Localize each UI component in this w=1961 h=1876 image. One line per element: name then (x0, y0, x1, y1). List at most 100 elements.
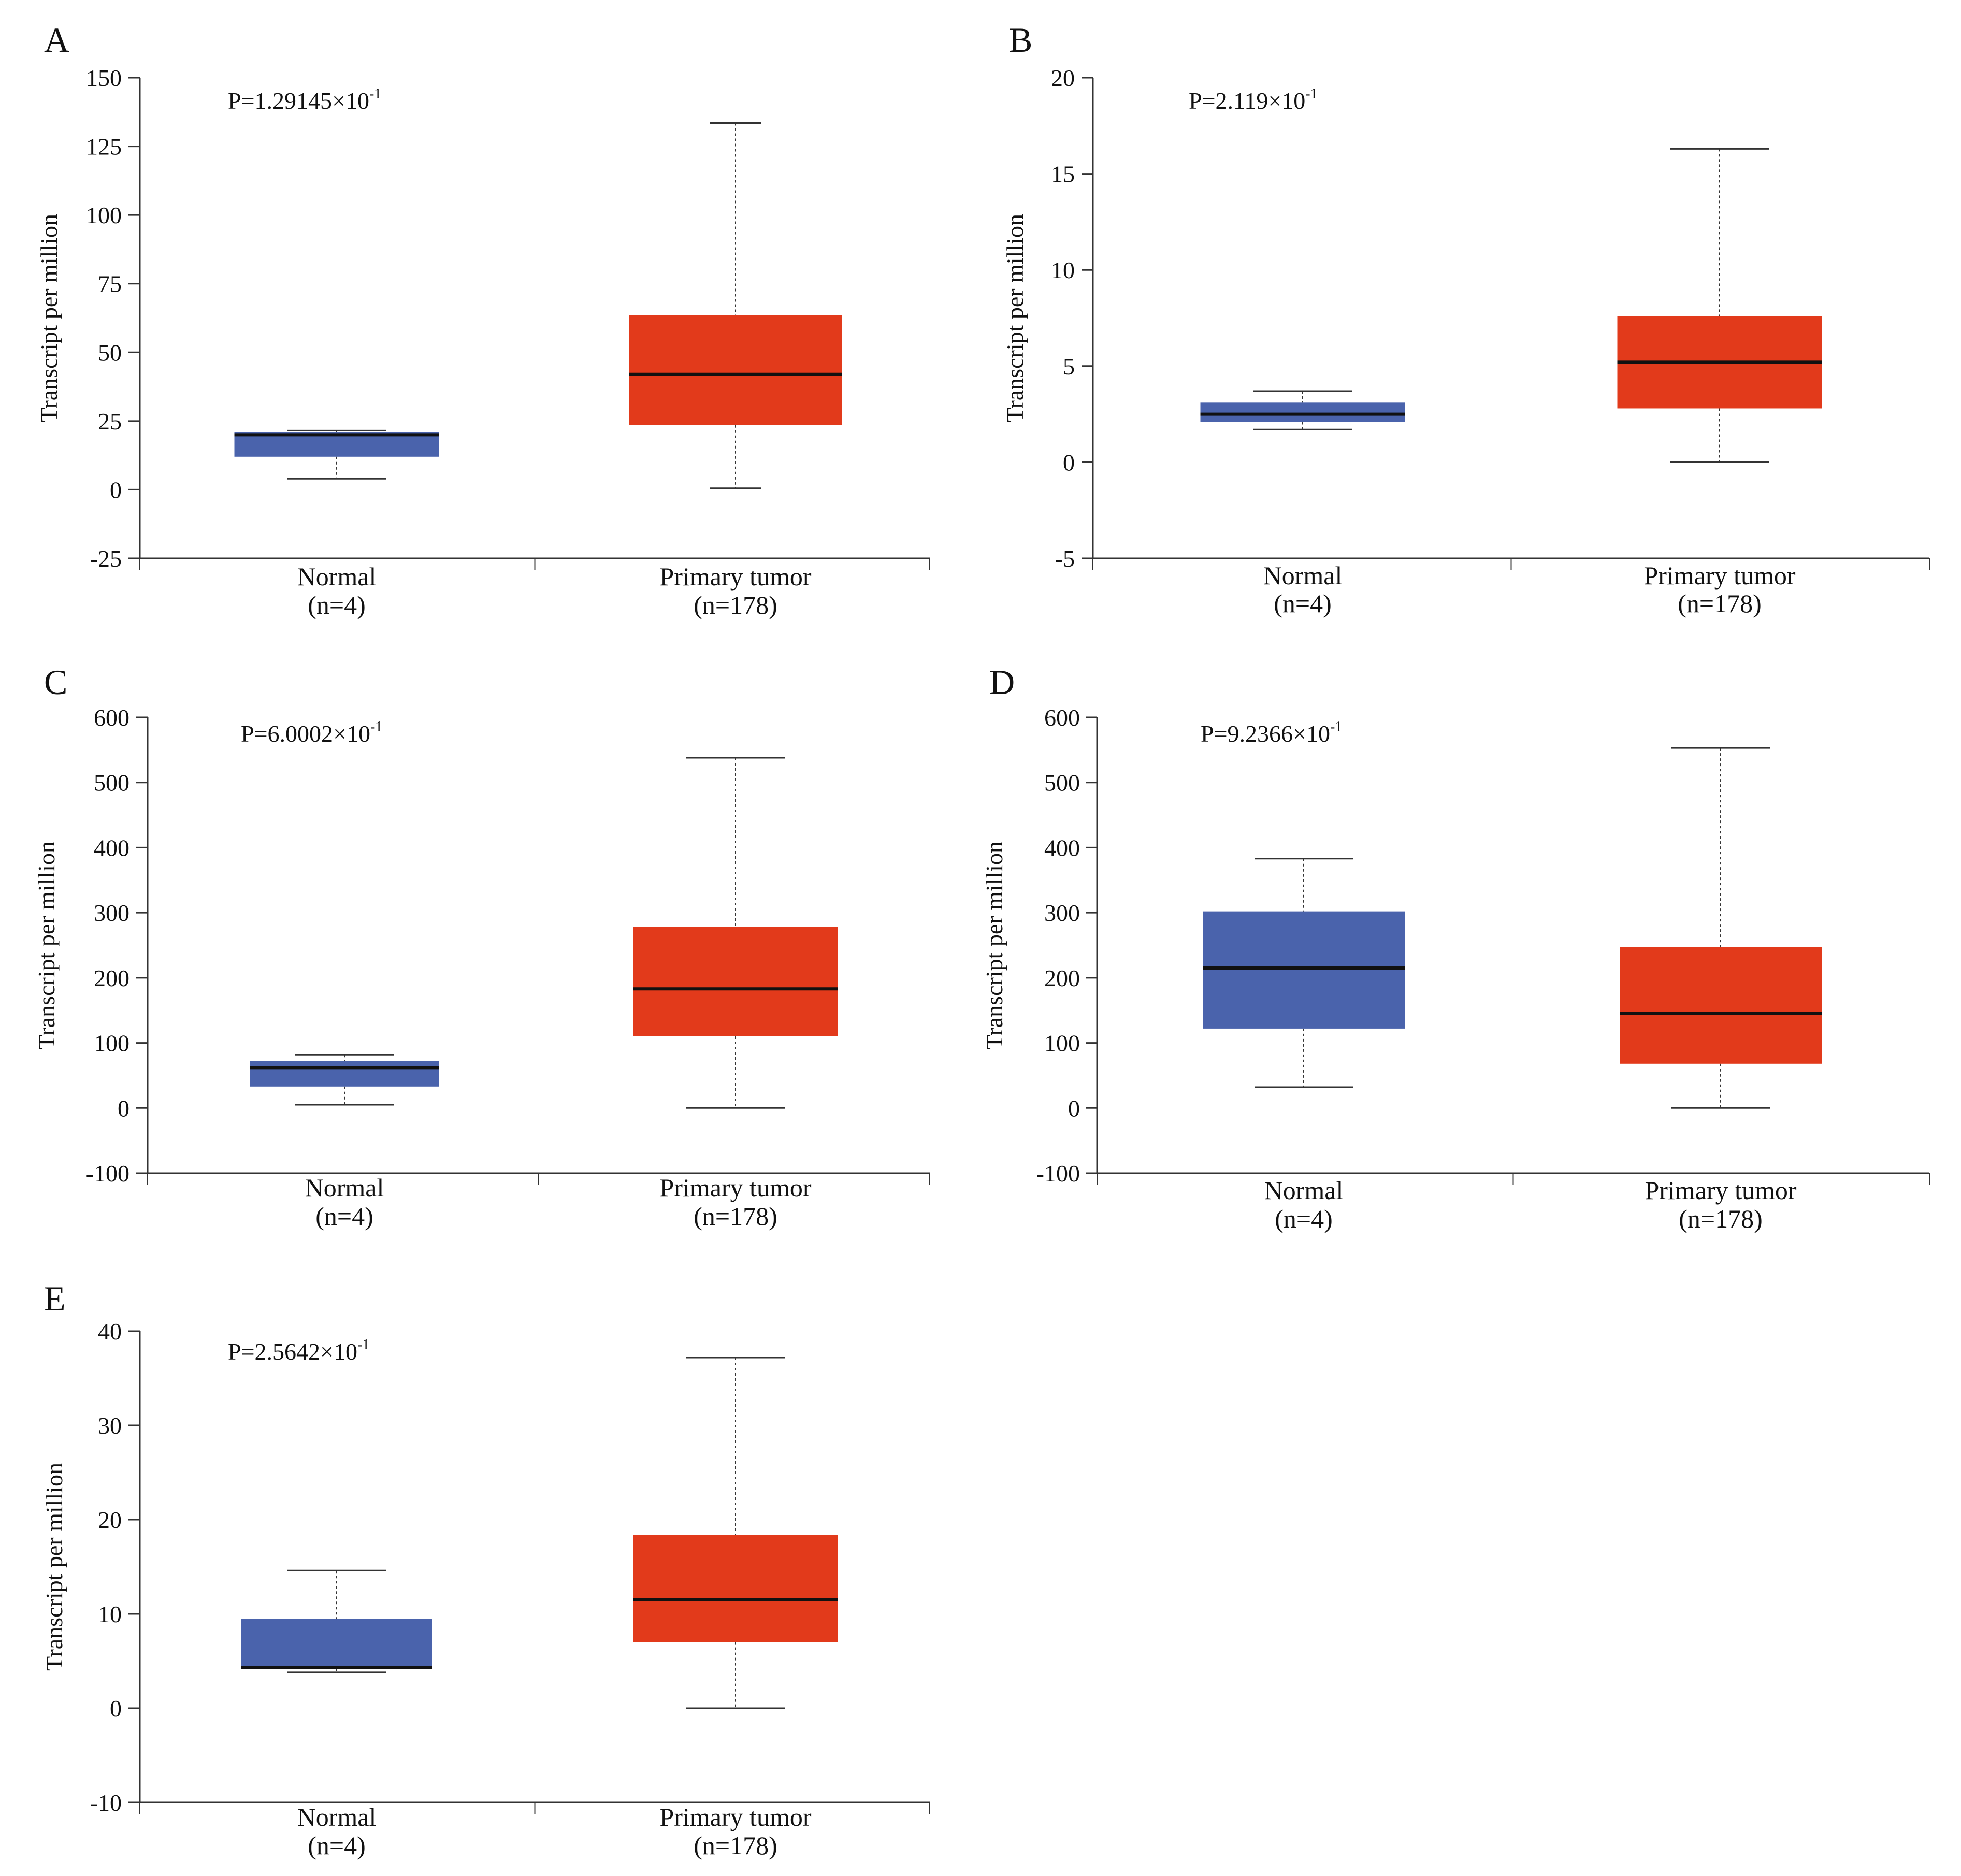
box-primary-tumor (633, 757, 838, 1109)
y-tick-label: 0 (118, 1095, 129, 1121)
y-tick-label: 500 (94, 770, 129, 796)
x-category-label: Primary tumor (1645, 1176, 1796, 1205)
x-category-label: Primary tumor (659, 1173, 811, 1202)
y-tick-label: 100 (94, 1030, 129, 1057)
p-value-exponent: -1 (357, 1337, 369, 1353)
y-axis-label: Transcript per million (33, 841, 60, 1049)
box-primary-tumor (629, 122, 842, 489)
box-iqr (1620, 947, 1822, 1064)
box-iqr (629, 315, 842, 425)
y-tick-label: 10 (1051, 257, 1075, 283)
x-category-label: Primary tumor (1643, 561, 1795, 590)
p-value-label: P=2.119×10-1 (1189, 86, 1318, 114)
p-value-label: P=1.29145×10-1 (228, 86, 381, 114)
p-value-label: P=2.5642×10-1 (228, 1337, 369, 1365)
panel-label: B (1009, 20, 1032, 60)
y-tick-label: 5 (1063, 353, 1075, 380)
x-category-n-label: (n=178) (694, 590, 777, 619)
x-category-n-label: (n=178) (694, 1831, 777, 1860)
box-normal (1203, 858, 1405, 1088)
box-iqr (633, 1535, 838, 1642)
y-tick-label: -10 (90, 1790, 122, 1816)
x-category-n-label: (n=4) (1275, 1204, 1333, 1233)
box-iqr (250, 1061, 439, 1087)
y-tick-label: 50 (98, 339, 122, 366)
x-category-label: Primary tumor (659, 1802, 811, 1831)
box-normal (234, 429, 439, 480)
y-tick-label: 500 (1044, 770, 1080, 796)
box-iqr (1203, 911, 1405, 1029)
x-category-n-label: (n=178) (1678, 589, 1762, 618)
panel-label: E (44, 1279, 66, 1318)
box-primary-tumor (1617, 148, 1822, 463)
box-iqr (1200, 402, 1405, 422)
y-tick-label: 0 (110, 477, 122, 503)
y-tick-label: 40 (98, 1318, 122, 1345)
p-value-exponent: -1 (1305, 86, 1317, 102)
y-tick-label: 0 (110, 1695, 122, 1722)
x-category-label: Normal (297, 1802, 377, 1831)
x-category-n-label: (n=4) (308, 590, 366, 619)
y-tick-label: 30 (98, 1412, 122, 1439)
x-category-label: Normal (297, 562, 377, 591)
y-tick-label: 200 (94, 965, 129, 991)
p-value-exponent: -1 (1330, 719, 1342, 735)
panel-label: C (44, 662, 67, 702)
box-primary-tumor (1620, 747, 1822, 1109)
x-category-n-label: (n=4) (1274, 589, 1332, 618)
p-value-text: P=1.29145×10 (228, 88, 369, 114)
x-category-n-label: (n=4) (308, 1831, 366, 1860)
y-tick-label: 400 (94, 834, 129, 861)
p-value-text: P=2.5642×10 (228, 1338, 357, 1365)
box-normal (250, 1054, 439, 1106)
box-normal (241, 1569, 432, 1673)
y-axis-label: Transcript per million (981, 841, 1007, 1049)
panel-b: B 20 15 10 5 0 -5 Transcript per million P=2.119… (1002, 20, 1930, 618)
y-tick-label: 25 (98, 408, 122, 435)
y-tick-label: -100 (1036, 1160, 1080, 1187)
box-normal (1200, 390, 1405, 430)
y-axis-label: Transcript per million (36, 214, 62, 422)
y-axis-label: Transcript per million (1002, 214, 1028, 422)
x-category-label: Normal (1264, 1176, 1344, 1205)
box-primary-tumor (633, 1357, 838, 1709)
y-tick-label: 600 (94, 704, 129, 731)
y-tick-label: 200 (1044, 965, 1080, 991)
y-tick-label: -25 (90, 545, 122, 572)
p-value-label: P=6.0002×10-1 (241, 719, 382, 747)
y-tick-label: 100 (86, 202, 122, 228)
x-category-n-label: (n=4) (315, 1202, 373, 1231)
panel-a: A 150 125 100 75 50 25 0 -25 Transcript per milli… (36, 20, 930, 619)
x-category-n-label: (n=178) (694, 1202, 777, 1231)
y-axis-label: Transcript per million (41, 1463, 67, 1671)
y-tick-label: 125 (86, 134, 122, 160)
panel-e: E 40 30 20 10 0 -10 Transcript per million P=2.5… (41, 1279, 930, 1860)
x-category-label: Normal (1263, 561, 1343, 590)
y-tick-label: 100 (1044, 1030, 1080, 1057)
p-value-text: P=2.119×10 (1189, 88, 1305, 114)
y-tick-label: 15 (1051, 161, 1075, 187)
x-category-n-label: (n=178) (1679, 1204, 1763, 1233)
box-iqr (633, 927, 838, 1036)
panel-c: C 600 500 400 300 200 100 0 -100 Transcript per m… (33, 662, 930, 1231)
y-tick-label: -5 (1055, 545, 1075, 572)
y-tick-label: 20 (1051, 65, 1075, 91)
x-category-label: Primary tumor (659, 562, 811, 591)
panel-label: D (989, 662, 1015, 702)
x-category-label: Normal (305, 1173, 384, 1202)
y-tick-label: 20 (98, 1507, 122, 1533)
panel-label: A (44, 20, 69, 60)
y-tick-label: 0 (1063, 449, 1075, 475)
y-tick-label: 150 (86, 65, 122, 91)
p-value-text: P=6.0002×10 (241, 720, 370, 747)
p-value-label: P=9.2366×10-1 (1201, 719, 1342, 747)
y-tick-label: 300 (1044, 900, 1080, 926)
y-tick-label: 400 (1044, 834, 1080, 861)
p-value-exponent: -1 (369, 86, 381, 102)
y-tick-label: -100 (86, 1160, 129, 1187)
p-value-exponent: -1 (370, 719, 382, 735)
panel-d: D 600 500 400 300 200 100 0 -100 Transcript per m… (981, 662, 1930, 1233)
y-tick-label: 300 (94, 900, 129, 926)
box-iqr (241, 1619, 432, 1669)
y-tick-label: 600 (1044, 704, 1080, 731)
